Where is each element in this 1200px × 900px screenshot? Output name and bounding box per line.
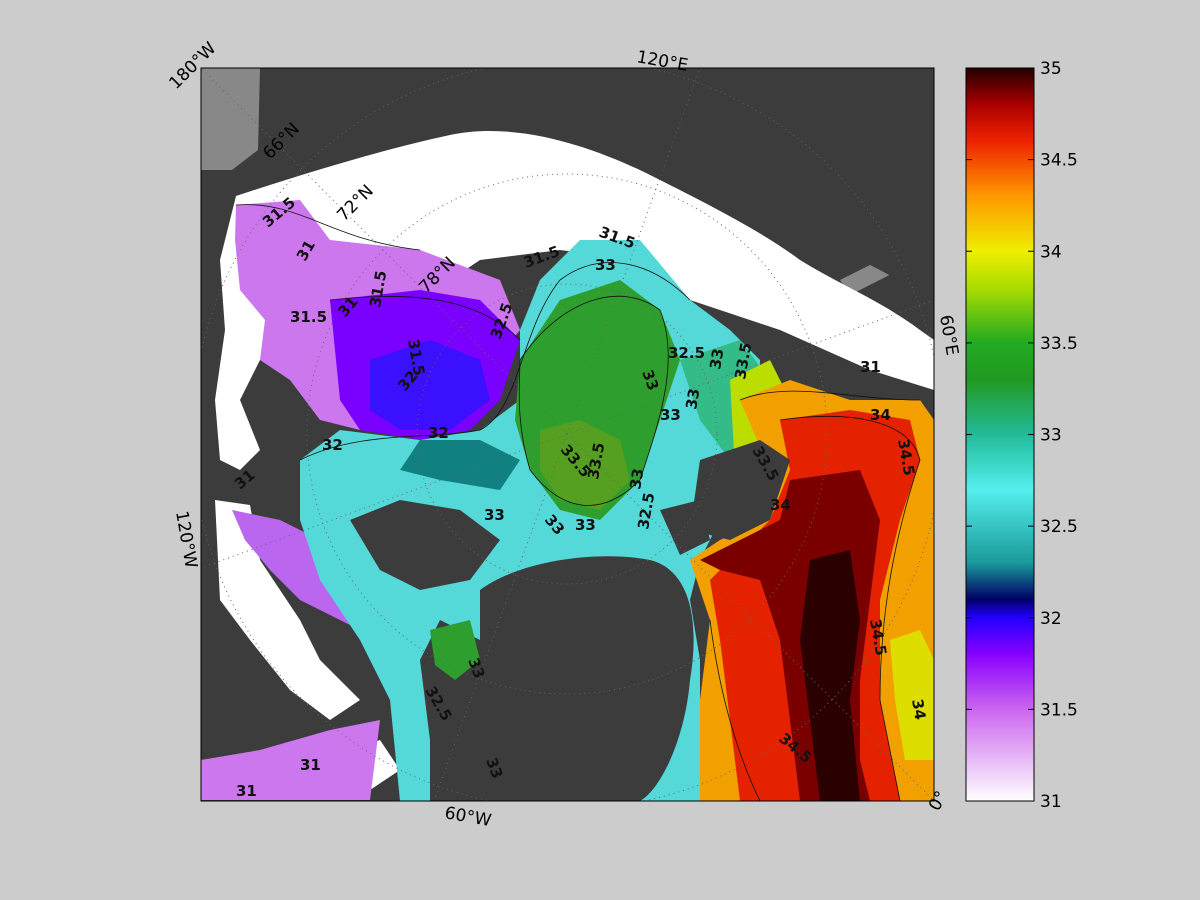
longitude-label-60W: 60°W: [443, 803, 493, 831]
contour-label: 33: [595, 256, 616, 274]
contour-line: [235, 204, 421, 251]
colorbar-tick-label: 32: [1040, 609, 1062, 629]
colorbar-tick-label: 34.5: [1040, 151, 1078, 171]
colorbar-tick-label: 34: [1040, 242, 1062, 262]
latitude-circle-78N: [416, 283, 718, 585]
salinity-31-5-region: [201, 720, 380, 800]
contour-label: 32.5: [668, 344, 705, 362]
contour-lines: [235, 204, 921, 801]
ice-cover-region: [215, 500, 360, 720]
salinity-32-5-deep: [400, 440, 520, 490]
salinity-33-core: [540, 420, 630, 510]
lake-patch: [201, 68, 260, 170]
colorbar-tick-label: 31.5: [1040, 700, 1078, 720]
contour-label: 34: [870, 406, 891, 424]
contour-line: [299, 262, 691, 461]
contour-label: 34: [908, 698, 929, 722]
longitude-label-60E: 60°E: [935, 313, 962, 357]
colorbar-gradient: [965, 67, 1035, 802]
colorbar-tick-label: 32.5: [1040, 517, 1078, 537]
colorbar-tick-label: 33.5: [1040, 334, 1078, 354]
contour-label: 33: [626, 467, 647, 491]
map-panel: 31.5 31 31.5 31 31.5 31.5 32 32 32.5 31.…: [201, 68, 934, 801]
colorbar-tick-label: 35: [1040, 59, 1062, 79]
contour-label: 34: [770, 496, 791, 514]
colorbar-tick-label: 33: [1040, 426, 1062, 446]
colorbar-ticks: 35 34.5 34 33.5 33 32.5 32 31.5 31: [966, 59, 1078, 812]
contour-line: [329, 296, 521, 341]
contour-line: [709, 619, 761, 801]
map-frame: [200, 67, 935, 802]
contour-label: 31: [860, 358, 881, 376]
contour-label: 32: [428, 424, 449, 442]
contour-label: 33: [575, 516, 596, 534]
scandinavia-landmass: [690, 440, 790, 540]
canadian-archipelago-landmass: [350, 500, 500, 590]
contour-line: [518, 295, 669, 506]
ice-cover-region: [215, 130, 934, 471]
contour-label: 33: [660, 406, 681, 424]
colorbar-tick-label: 31: [1040, 792, 1062, 812]
contour-label: 33: [484, 506, 505, 524]
longitude-label-120W: 120°W: [171, 509, 201, 570]
contour-label: 33: [706, 347, 727, 371]
contour-label: 31: [236, 782, 257, 800]
latitude-circle-72N: [306, 173, 828, 695]
salinity-35-core: [800, 550, 860, 801]
graticule: [201, 68, 934, 801]
salinity-34-region: [890, 630, 934, 760]
contour-label: 33: [682, 387, 703, 411]
contour-label: 31: [300, 756, 321, 774]
meridian-line: [566, 299, 934, 435]
svalbard-landmass: [660, 500, 710, 555]
salinity-32-core: [370, 340, 490, 430]
contour-line: [779, 416, 921, 801]
contour-line: [739, 390, 921, 401]
meridian-line: [433, 433, 568, 801]
salinity-33-5-region: [430, 620, 480, 680]
siberia-landmass: [560, 68, 934, 300]
contour-label: 32: [322, 436, 343, 454]
colorbar: 35 34.5 34 33.5 33 32.5 32 31.5 31: [965, 59, 1078, 812]
greenland-landmass: [480, 556, 694, 801]
contour-label: 31.5: [290, 308, 327, 326]
